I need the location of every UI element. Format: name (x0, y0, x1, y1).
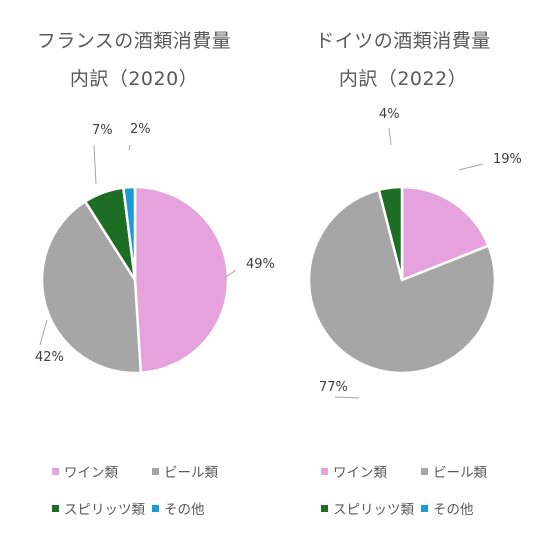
legend-swatch (421, 467, 428, 475)
legend-item-1: ビール類 (421, 461, 487, 481)
chart-france: フランスの酒類消費量 内訳（2020） 49% 42% 7% 2% ワイン類 ビール類ス… (0, 0, 275, 537)
legend-label: スピリッツ類 (333, 502, 414, 518)
chart-title-line1: ドイツの酒類消費量 (315, 30, 491, 52)
legend-label: スピリッツ類 (64, 502, 145, 518)
legend-item-1: ビール類 (152, 461, 218, 481)
leader-line (128, 144, 131, 151)
data-label-0: 19% (493, 152, 522, 167)
legend-swatch (52, 467, 59, 475)
legend-item-3: その他 (152, 498, 205, 518)
legend-label: ビール類 (164, 465, 218, 481)
legend-item-2: スピリッツ類 (321, 498, 414, 518)
chart-germany: ドイツの酒類消費量 内訳（2022） 19% 77% 4% ワイン類 ビール類スピリッ… (269, 0, 537, 537)
chart-title-line1: フランスの酒類消費量 (36, 30, 232, 52)
data-label-3: 2% (130, 122, 151, 137)
data-label-0: 49% (246, 257, 275, 272)
pie-slice-3 (122, 185, 137, 282)
legend-label: その他 (164, 502, 205, 518)
pie-slice-0 (133, 185, 230, 375)
legend-swatch (321, 504, 328, 512)
legend-item-0: ワイン類 (52, 461, 118, 481)
leader-line (458, 163, 484, 171)
pie-slice-2 (377, 185, 404, 282)
legend-swatch (421, 504, 428, 512)
leader-line (93, 144, 97, 185)
pie-slice-0 (400, 185, 490, 282)
legend-label: ワイン類 (64, 465, 118, 481)
pie-slice-1 (307, 188, 497, 375)
legend-item-3: その他 (421, 498, 474, 518)
legend-label: ワイン類 (333, 465, 387, 481)
leader-line (388, 127, 392, 146)
legend-swatch (321, 467, 328, 475)
data-label-2: 7% (92, 123, 113, 138)
pie-slice-1 (40, 200, 143, 375)
legend-swatch (152, 467, 159, 475)
leader-line (225, 269, 237, 278)
legend-swatch (52, 504, 59, 512)
legend-swatch (152, 504, 159, 512)
pie-france: 49% 42% 7% 2% (35, 122, 275, 375)
leader-line (334, 396, 360, 399)
data-label-1: 42% (35, 350, 64, 365)
chart-title-line2: 内訳（2022） (338, 68, 468, 90)
legend-label: その他 (433, 502, 474, 518)
data-label-1: 77% (319, 380, 348, 395)
chart-title-line2: 内訳（2020） (69, 68, 199, 90)
legend-label: ビール類 (433, 465, 487, 481)
leader-line (39, 319, 48, 346)
legend-item-0: ワイン類 (321, 461, 387, 481)
data-label-2: 4% (379, 107, 400, 122)
pie-germany: 19% 77% 4% (307, 107, 522, 399)
legend-item-2: スピリッツ類 (52, 498, 145, 518)
